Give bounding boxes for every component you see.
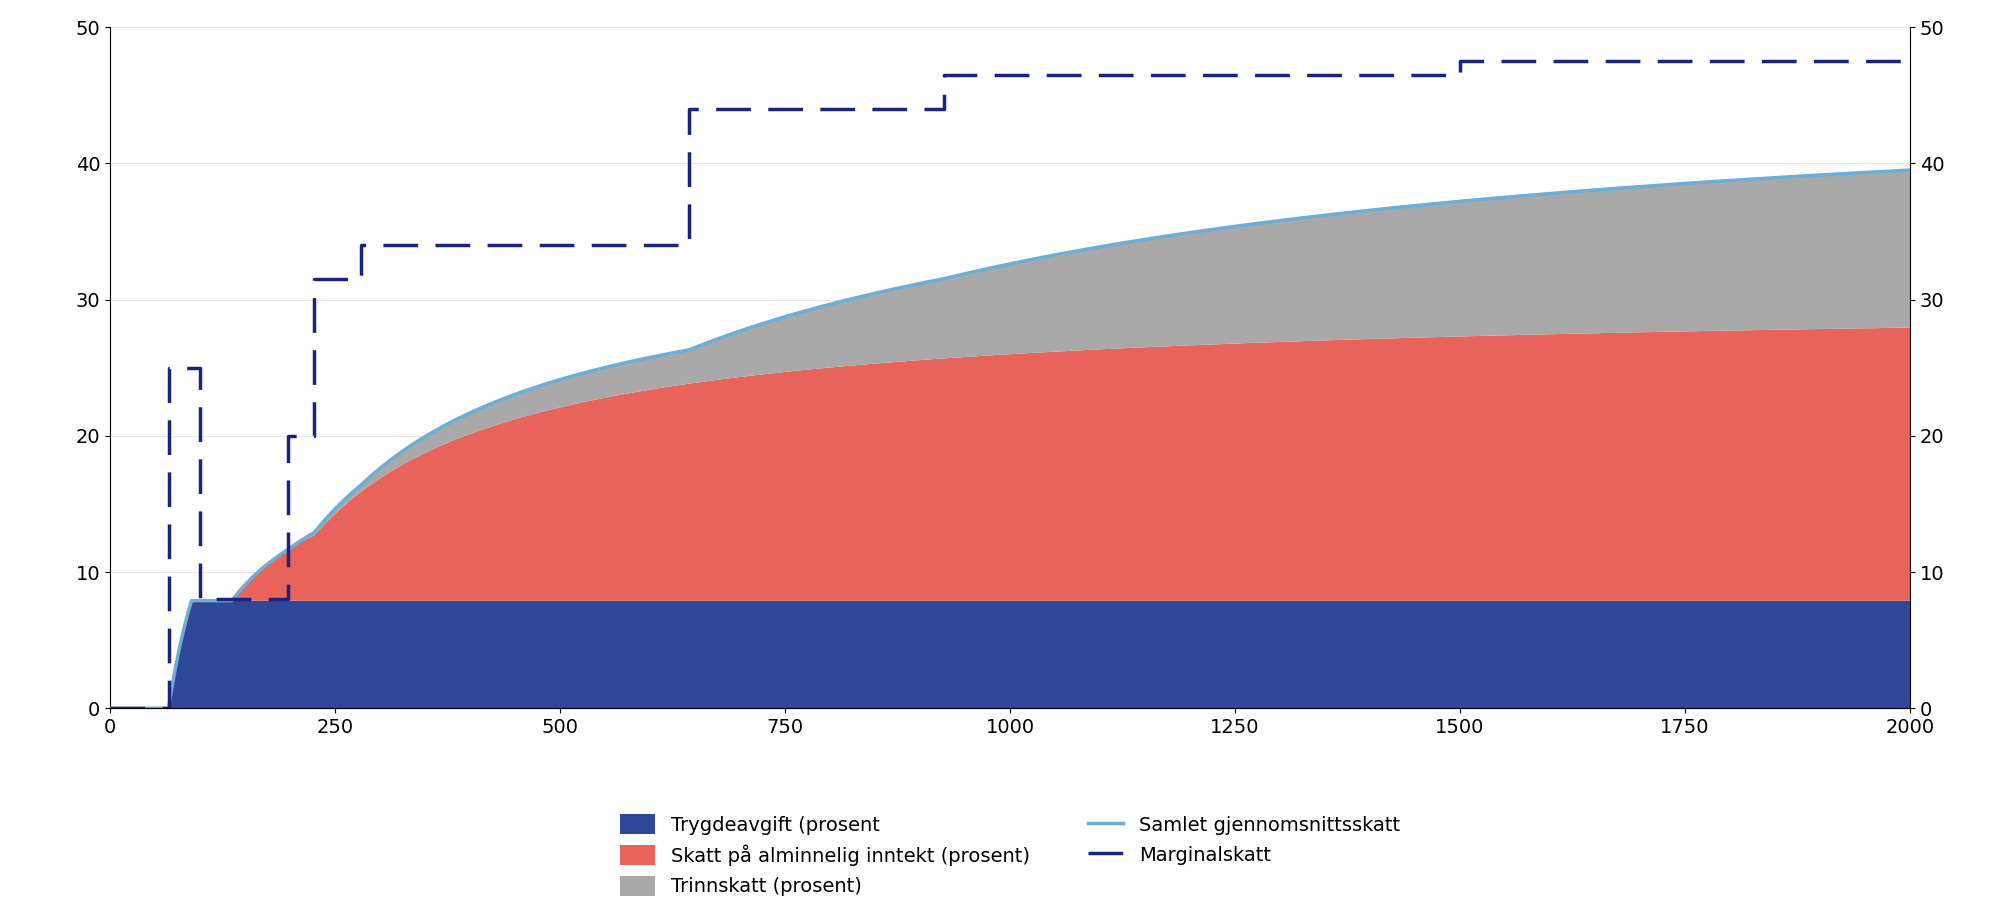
Legend: Trygdeavgift (prosent, Skatt på alminnelig inntekt (prosent), Trinnskatt (prosen: Trygdeavgift (prosent, Skatt på alminnel… [612,806,1408,904]
